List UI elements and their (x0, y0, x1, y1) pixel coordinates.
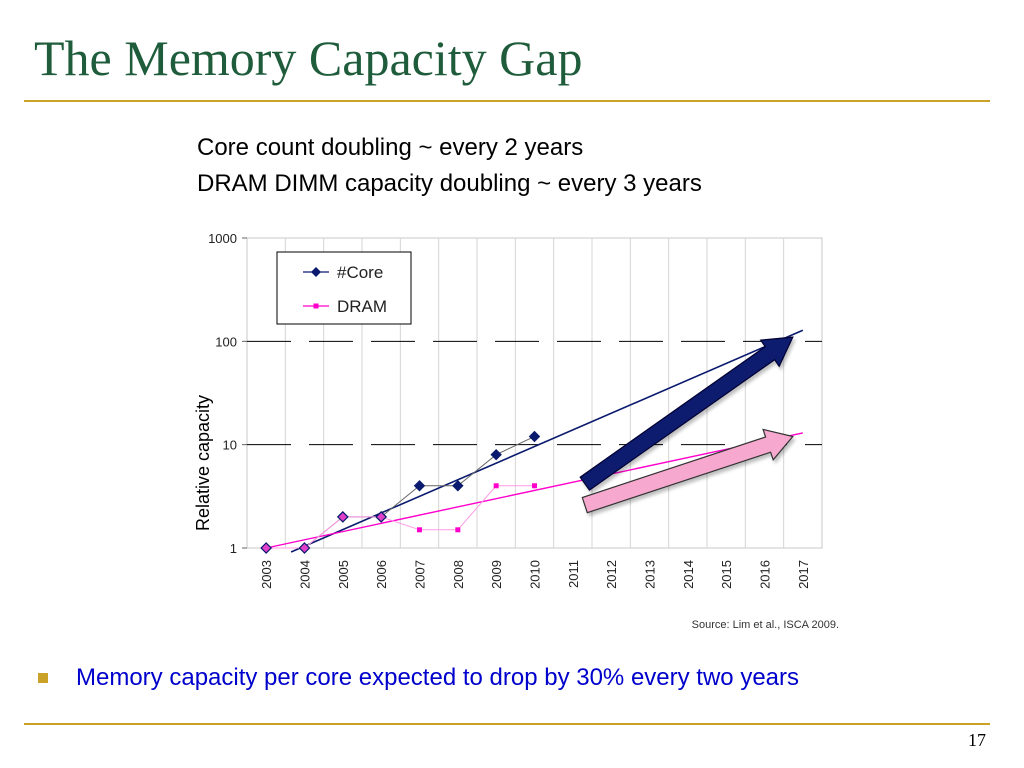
y-tick-label: 1000 (208, 231, 237, 246)
y-tick-label: 1 (230, 541, 237, 556)
page-number: 17 (968, 730, 986, 750)
x-tick-label: 2015 (719, 560, 734, 589)
dram-series-line (266, 485, 535, 549)
x-tick-label: 2006 (374, 560, 389, 589)
x-tick-label: 2008 (451, 560, 466, 589)
x-tick-label: 2016 (758, 560, 773, 589)
y-axis-label: Relative capacity (193, 395, 213, 531)
x-tick-label: 2004 (298, 560, 313, 589)
chart-subtitle: Core count doubling ~ every 2 years DRAM… (197, 130, 897, 202)
core-marker (413, 480, 426, 492)
x-tick-label: 2010 (528, 560, 543, 589)
dram-trendline (266, 432, 803, 549)
x-tick-label: 2014 (681, 560, 696, 589)
x-tick-label: 2012 (604, 560, 619, 589)
core-growth-arrow (579, 336, 794, 491)
dram-marker (493, 483, 499, 489)
bullet-point: Memory capacity per core expected to dro… (38, 660, 799, 696)
core-marker (490, 448, 502, 461)
subtitle-line-dram: DRAM DIMM capacity doubling ~ every 3 ye… (197, 170, 702, 197)
overlap-marker (260, 542, 273, 554)
dram-marker (532, 483, 537, 489)
overlap-marker (336, 511, 349, 523)
y-tick-label: 10 (223, 438, 237, 453)
dram-marker (417, 527, 422, 533)
legend-box (276, 251, 412, 325)
slide-title: The Memory Capacity Gap (34, 30, 583, 86)
x-tick-label: 2005 (336, 560, 351, 589)
x-tick-label: 2007 (413, 560, 428, 589)
x-tick-label: 2009 (489, 560, 504, 589)
subtitle-line-core: Core count doubling ~ every 2 years (197, 134, 584, 161)
x-tick-label: 2003 (259, 560, 274, 589)
legend-label-core: #Core (337, 263, 383, 282)
legend-label-dram: DRAM (337, 297, 387, 316)
dram-growth-arrow (581, 428, 794, 514)
x-tick-label: 2017 (796, 560, 811, 589)
bullet-marker (38, 673, 48, 683)
overlap-marker (298, 542, 311, 554)
x-tick-label: 2011 (566, 560, 581, 588)
core-marker (452, 480, 464, 492)
legend-core-marker (311, 267, 321, 277)
overlap-marker (375, 511, 388, 523)
bullet-text: Memory capacity per core expected to dro… (76, 664, 799, 691)
title-rule (24, 100, 990, 102)
legend-dram-marker (313, 303, 319, 309)
y-tick-label: 100 (215, 334, 237, 349)
x-tick-label: 2013 (643, 560, 658, 589)
chart-source-note: Source: Lim et al., ISCA 2009. (692, 619, 839, 631)
core-marker (528, 430, 541, 443)
footer-rule (24, 723, 990, 725)
core-trendline (290, 329, 804, 553)
dram-marker (455, 527, 461, 533)
